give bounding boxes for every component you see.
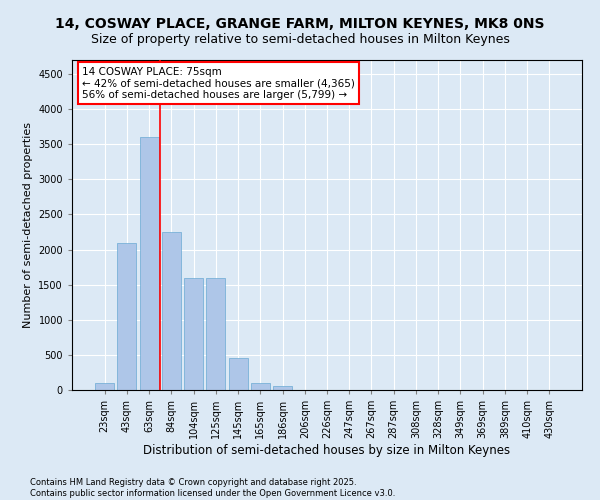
Bar [162, 232, 181, 390]
Text: 14 COSWAY PLACE: 75sqm
← 42% of semi-detached houses are smaller (4,365)
56% of : 14 COSWAY PLACE: 75sqm ← 42% of semi-det… [82, 66, 355, 100]
X-axis label: Distribution of semi-detached houses by size in Milton Keynes: Distribution of semi-detached houses by … [143, 444, 511, 457]
Bar [273, 386, 292, 390]
Text: Size of property relative to semi-detached houses in Milton Keynes: Size of property relative to semi-detach… [91, 32, 509, 46]
Text: Contains HM Land Registry data © Crown copyright and database right 2025.
Contai: Contains HM Land Registry data © Crown c… [30, 478, 395, 498]
Bar [140, 137, 158, 390]
Bar [118, 242, 136, 390]
Text: 14, COSWAY PLACE, GRANGE FARM, MILTON KEYNES, MK8 0NS: 14, COSWAY PLACE, GRANGE FARM, MILTON KE… [55, 18, 545, 32]
Bar [184, 278, 203, 390]
Bar [95, 383, 114, 390]
Y-axis label: Number of semi-detached properties: Number of semi-detached properties [23, 122, 32, 328]
Bar [251, 383, 270, 390]
Bar [206, 278, 225, 390]
Bar [229, 358, 248, 390]
